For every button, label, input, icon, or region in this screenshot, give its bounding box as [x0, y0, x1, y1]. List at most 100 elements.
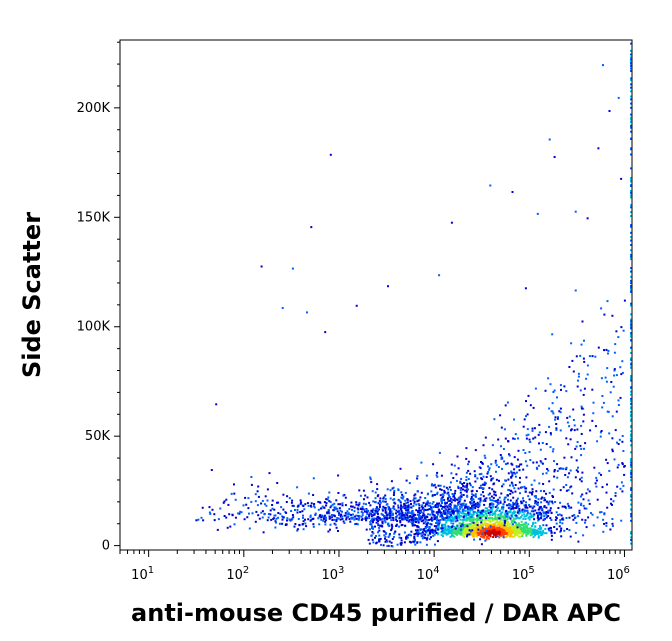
x-tick-base: 10: [607, 568, 624, 583]
data-point: [410, 521, 413, 524]
data-point: [497, 466, 500, 468]
data-point: [500, 534, 503, 537]
data-point: [544, 431, 547, 434]
data-point: [378, 506, 381, 508]
data-point: [257, 495, 260, 498]
data-point: [379, 501, 382, 504]
data-point: [408, 482, 411, 485]
data-point: [423, 509, 425, 512]
data-point: [449, 515, 451, 518]
data-point: [468, 516, 471, 519]
data-point: [621, 462, 624, 465]
data-point: [630, 53, 632, 56]
data-point: [268, 472, 271, 475]
data-point: [608, 432, 611, 435]
data-point: [353, 518, 356, 521]
data-point: [521, 532, 524, 535]
data-point: [615, 374, 618, 377]
data-point: [458, 522, 461, 525]
x-tick-label: 101: [131, 565, 154, 583]
data-point: [452, 532, 455, 535]
data-point: [630, 326, 632, 329]
data-point: [472, 512, 475, 515]
data-point: [525, 534, 528, 537]
data-point: [406, 534, 408, 537]
data-point: [489, 511, 492, 513]
data-point: [399, 519, 402, 522]
data-point: [525, 400, 527, 403]
data-point: [356, 523, 359, 526]
data-point: [444, 532, 447, 535]
data-point: [416, 490, 419, 493]
data-point: [508, 510, 510, 513]
data-point: [390, 519, 393, 522]
data-point: [487, 465, 490, 468]
data-point: [458, 528, 460, 531]
data-point: [452, 535, 455, 537]
data-point: [469, 472, 472, 475]
data-point: [222, 501, 225, 504]
data-point: [504, 520, 507, 522]
data-point: [361, 518, 364, 520]
data-point: [619, 487, 622, 490]
data-point: [428, 518, 431, 521]
data-point: [519, 492, 521, 495]
data-point: [413, 500, 416, 503]
data-point: [480, 461, 482, 463]
data-point: [630, 86, 632, 89]
data-point: [581, 518, 584, 521]
data-point: [234, 498, 237, 501]
data-point: [515, 466, 518, 468]
data-point: [575, 521, 578, 524]
data-point: [526, 532, 528, 535]
data-point: [494, 514, 497, 517]
data-point: [534, 509, 537, 512]
data-point: [405, 505, 408, 508]
data-point: [487, 509, 490, 512]
data-point: [571, 492, 574, 495]
data-point: [438, 274, 441, 277]
data-point: [386, 540, 389, 543]
data-point: [328, 500, 331, 503]
data-point: [458, 496, 461, 499]
data-point: [420, 511, 423, 514]
data-point: [365, 515, 368, 518]
data-point: [520, 524, 523, 527]
data-point: [630, 288, 632, 291]
data-point: [445, 501, 448, 504]
data-point: [537, 530, 540, 533]
data-point: [474, 511, 477, 513]
data-point: [448, 511, 450, 514]
data-point: [630, 539, 632, 541]
data-point: [491, 444, 494, 447]
data-point: [508, 454, 511, 457]
data-point: [513, 524, 516, 527]
data-point: [304, 518, 306, 521]
data-point: [532, 530, 534, 533]
data-point: [484, 534, 487, 537]
data-point: [363, 508, 365, 511]
data-point: [493, 418, 496, 421]
data-point: [508, 506, 511, 509]
data-point: [299, 511, 302, 513]
data-point: [392, 536, 395, 538]
data-point: [515, 528, 518, 531]
data-point: [591, 419, 594, 422]
data-point: [522, 497, 524, 500]
data-point: [266, 519, 269, 522]
data-point: [475, 535, 478, 538]
data-point: [368, 513, 371, 516]
data-point: [401, 514, 404, 517]
data-point: [380, 512, 383, 515]
data-point: [372, 527, 374, 530]
data-point: [464, 529, 466, 532]
data-point: [422, 512, 425, 515]
data-point: [583, 507, 586, 510]
data-point: [463, 527, 466, 530]
data-point: [494, 524, 497, 527]
data-point: [544, 458, 547, 460]
x-axis-title: anti-mouse CD45 purified / DAR APC: [131, 599, 621, 627]
data-point: [488, 505, 491, 508]
data-point: [494, 494, 497, 497]
